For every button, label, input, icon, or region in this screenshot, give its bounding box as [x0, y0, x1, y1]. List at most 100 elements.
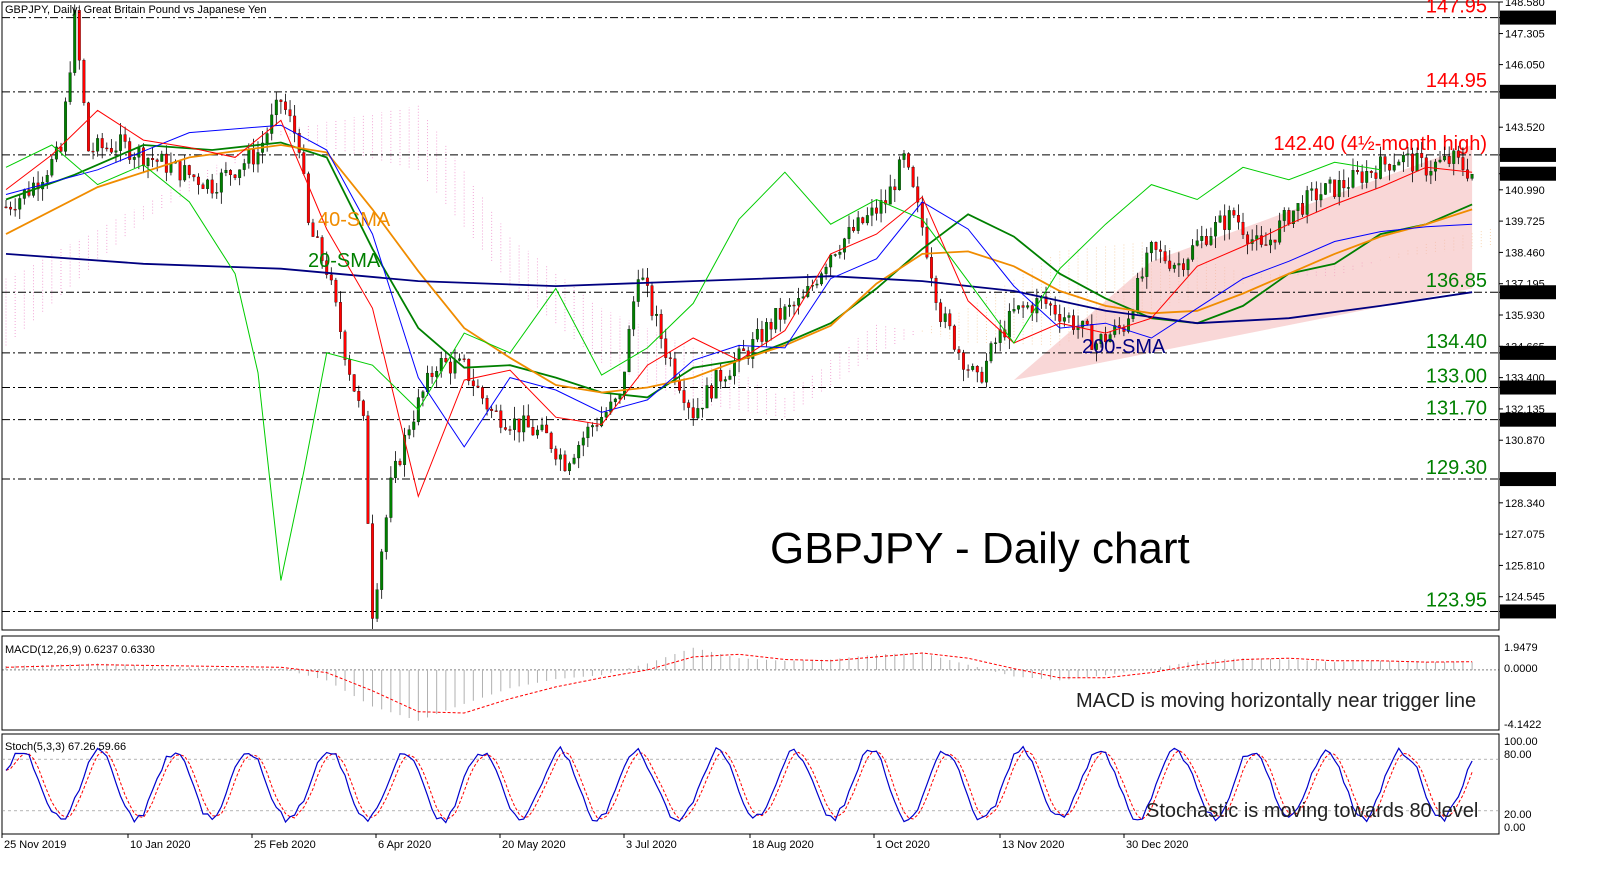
candle-body [870, 207, 874, 216]
candle-body [306, 173, 310, 223]
price-tick-label: 133.400 [1505, 373, 1545, 385]
line-kijun [5, 124, 1473, 448]
candle-body [655, 313, 659, 316]
candle-body [1447, 156, 1451, 164]
level-price-tag-text: 134.400 [1505, 348, 1545, 360]
candle-body [879, 200, 883, 214]
candle-body [1067, 315, 1071, 318]
current-price-tag-text: 141.640 [1505, 169, 1545, 181]
candle-body [238, 169, 242, 178]
candle-body [430, 372, 434, 377]
candle-body [73, 10, 77, 73]
ma-label-20: 20-SMA [308, 250, 381, 272]
line-40-sma [5, 144, 1473, 394]
candle-body [160, 153, 164, 162]
candle-body [485, 398, 489, 410]
candle-body [774, 308, 778, 330]
price-tick-label: 123.950 [1505, 606, 1545, 618]
candle-body [765, 322, 768, 342]
candle-body [696, 408, 700, 419]
candle-body [815, 283, 819, 286]
candle-body [59, 146, 63, 152]
candle-body [426, 372, 429, 392]
candle-body [755, 329, 759, 340]
stoch-note: Stochastic is moving towards 80 level [1146, 800, 1478, 822]
candle-body [897, 159, 901, 191]
price-axis: 148.580 147.950 147.305 146.050 144.950 143.5… [1499, 0, 1545, 618]
price-tick-label: 137.195 [1505, 279, 1545, 291]
candle-body [91, 150, 95, 153]
candle-body [577, 444, 581, 459]
candle-body [1072, 315, 1075, 330]
candle-body [1310, 188, 1314, 191]
candle-body [1438, 159, 1442, 163]
candle-body [962, 352, 965, 370]
candle-body [462, 358, 466, 360]
candle-body [366, 415, 370, 524]
candle-body [920, 202, 924, 228]
candle-body [522, 415, 526, 433]
price-tick-label: 146.050 [1505, 60, 1545, 72]
candle-body [164, 153, 168, 173]
candle-body [1374, 172, 1378, 179]
price-tick-label: 143.520 [1505, 122, 1545, 134]
level-price-tag-text: 133.000 [1505, 383, 1545, 395]
candle-body [636, 279, 640, 302]
candle-body [201, 184, 205, 189]
candle-body [284, 101, 287, 110]
level-price-tag-text: 129.300 [1505, 474, 1545, 486]
candle-body [503, 427, 507, 430]
level-price-tag [1500, 412, 1556, 427]
candle-body [141, 147, 145, 167]
price-tick-label: 134.665 [1505, 341, 1545, 353]
candle-body [778, 308, 782, 320]
macd-signal-line [5, 652, 1473, 714]
price-tick-label: 128.340 [1505, 498, 1545, 510]
candle-body [494, 410, 498, 412]
candle-body [1136, 278, 1140, 312]
time-tick-label: 25 Nov 2019 [4, 839, 66, 851]
candle-body [930, 257, 933, 279]
candle-body [146, 158, 150, 167]
macd-tick: -4.1422 [1504, 719, 1541, 731]
candle-body [132, 157, 136, 160]
candle-body [224, 169, 228, 174]
price-tick-label: 134.400 [1505, 348, 1545, 360]
candle-body [581, 437, 585, 446]
candle-body [691, 407, 695, 419]
candle-body [1420, 153, 1424, 158]
candle-body [151, 158, 155, 161]
candle-body [229, 169, 232, 176]
candle-body [1466, 169, 1469, 179]
level-price-tag [1500, 10, 1556, 25]
candle-body [1209, 236, 1213, 245]
candle-body [545, 424, 549, 434]
level-label: 129.30 [1426, 457, 1487, 479]
candle-body [1388, 164, 1392, 171]
candle-body [1369, 171, 1373, 173]
indicator-lines [5, 109, 1473, 581]
candle-body [1452, 150, 1456, 164]
candle-body [270, 114, 274, 134]
candle-body [1301, 203, 1305, 215]
time-axis: 25 Nov 2019 10 Jan 2020 25 Feb 2020 6 Apr 2… [1, 834, 1188, 851]
candle-body [206, 179, 210, 189]
candle-body [1324, 183, 1327, 195]
candle-body [1365, 171, 1369, 183]
level-price-tag [1500, 380, 1556, 395]
main-title: GBPJPY - Daily chart [770, 524, 1190, 573]
candle-body [1305, 190, 1309, 215]
level-price-tag-text: 131.700 [1505, 415, 1545, 427]
candle-body [1140, 276, 1144, 279]
candle-body [389, 477, 393, 518]
candle-body [1269, 239, 1272, 246]
candle-body [1456, 150, 1460, 158]
candle-body [215, 192, 219, 194]
candle-body [572, 457, 576, 464]
level-price-tag-text: 123.950 [1505, 606, 1545, 618]
candle-body [902, 153, 906, 160]
candle-body [842, 238, 846, 253]
price-tick-label: 135.930 [1505, 310, 1545, 322]
candle-body [187, 165, 191, 175]
candle-body [279, 99, 283, 102]
